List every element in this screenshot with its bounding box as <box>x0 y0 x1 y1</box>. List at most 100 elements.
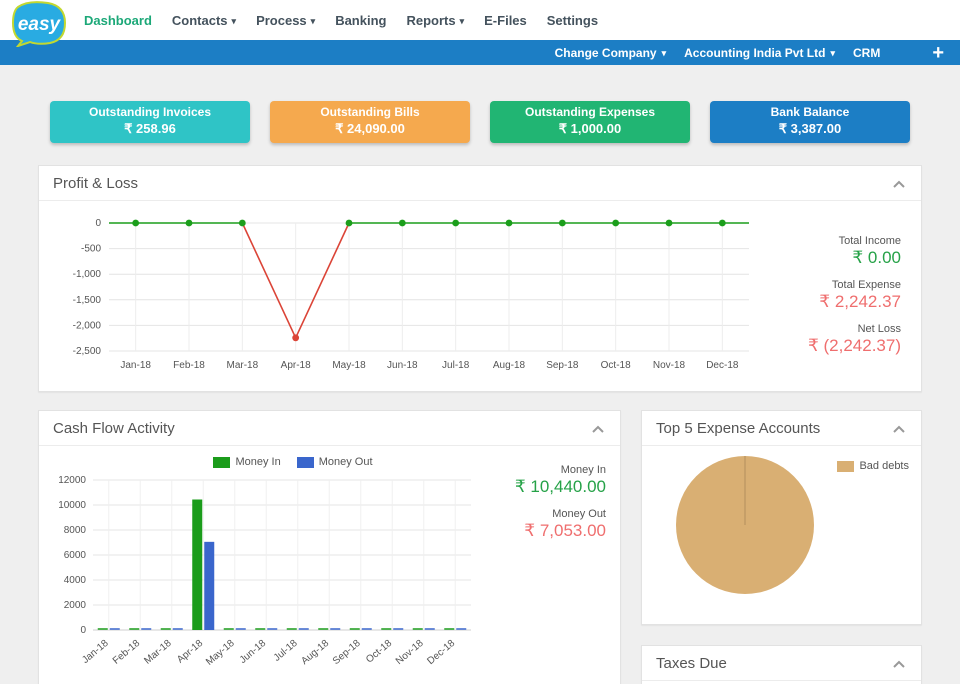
svg-text:Sep-18: Sep-18 <box>331 638 363 667</box>
svg-text:May-18: May-18 <box>332 360 366 371</box>
collapse-chevron-up-icon[interactable] <box>891 179 907 189</box>
company-name-label: Accounting India Pvt Ltd <box>684 45 826 60</box>
legend-swatch <box>837 460 855 472</box>
crm-link[interactable]: CRM <box>852 45 881 60</box>
svg-text:Mar-18: Mar-18 <box>226 360 258 371</box>
nav-item-label: E-Files <box>484 12 527 28</box>
summary-value: ₹ (2,242.37) <box>807 336 901 355</box>
svg-text:Jun-18: Jun-18 <box>387 360 418 371</box>
summary-value: ₹ 0.00 <box>852 248 901 267</box>
summary-net-loss: Net Loss ₹ (2,242.37) <box>763 323 901 356</box>
svg-text:Apr-18: Apr-18 <box>281 360 311 371</box>
svg-text:Mar-18: Mar-18 <box>142 638 174 667</box>
summary-label: Money In <box>560 464 606 476</box>
collapse-chevron-up-icon[interactable] <box>891 659 907 669</box>
svg-text:Feb-18: Feb-18 <box>111 638 143 667</box>
cash-flow-panel: Cash Flow Activity Money In Money Out 0 20… <box>38 410 621 684</box>
svg-text:Oct-18: Oct-18 <box>364 638 394 666</box>
summary-label: Net Loss <box>857 323 901 335</box>
legend-item-money-in: Money In <box>213 456 281 468</box>
svg-text:Feb-18: Feb-18 <box>173 360 205 371</box>
collapse-chevron-up-icon[interactable] <box>590 424 606 434</box>
summary-money-in: Money In ₹ 10,440.00 <box>488 464 606 497</box>
svg-text:-2,500: -2,500 <box>73 346 102 357</box>
caret-down-icon: ▾ <box>231 15 237 26</box>
caret-down-icon: ▾ <box>661 48 667 58</box>
legend-label: Bad debts <box>859 460 909 472</box>
stat-card-outstanding-expenses[interactable]: Outstanding Expenses ₹ 1,000.00 <box>490 101 690 143</box>
stat-card-value: ₹ 3,387.00 <box>778 121 842 136</box>
cash-flow-legend: Money In Money Out <box>98 456 488 468</box>
nav-item-label: Banking <box>335 12 387 28</box>
app-logo[interactable]: easy <box>10 1 68 49</box>
panel-title: Top 5 Expense Accounts <box>656 420 821 437</box>
stat-card-label: Outstanding Invoices <box>88 105 211 119</box>
nav-item-dashboard[interactable]: Dashboard <box>84 13 152 28</box>
stat-card-outstanding-bills[interactable]: Outstanding Bills ₹ 24,090.00 <box>270 101 470 143</box>
nav-item-reports[interactable]: Reports ▾ <box>406 13 464 28</box>
nav-item-label: Reports <box>406 12 456 28</box>
svg-text:Jul-18: Jul-18 <box>272 638 300 664</box>
svg-text:-2,000: -2,000 <box>73 320 102 331</box>
stat-card-label: Bank Balance <box>770 105 850 119</box>
svg-text:4000: 4000 <box>64 575 87 586</box>
nav-item-label: Dashboard <box>84 12 152 28</box>
main-nav: Dashboard Contacts ▾ Process ▾ Banking Reports… <box>84 0 960 40</box>
nav-item-contacts[interactable]: Contacts ▾ <box>172 13 236 28</box>
nav-item-process[interactable]: Process ▾ <box>256 13 315 28</box>
taxes-due-panel: Taxes Due TAXES GST: ₹ (2,700.00) <box>641 645 922 684</box>
stat-card-label: Outstanding Bills <box>320 105 420 119</box>
legend-item-money-out: Money Out <box>296 456 373 468</box>
stat-card-bank-balance[interactable]: Bank Balance ₹ 3,387.00 <box>710 101 910 143</box>
company-name-menu[interactable]: Accounting India Pvt Ltd ▾ <box>684 46 835 60</box>
svg-text:12000: 12000 <box>58 475 86 486</box>
change-company-menu[interactable]: Change Company ▾ <box>555 46 667 60</box>
nav-item-label: Settings <box>546 12 599 28</box>
svg-text:Oct-18: Oct-18 <box>601 360 631 371</box>
svg-text:Jul-18: Jul-18 <box>442 360 470 371</box>
change-company-label: Change Company <box>554 45 657 60</box>
legend-label: Money In <box>235 456 281 468</box>
summary-value: ₹ 2,242.37 <box>819 292 901 311</box>
expense-pie-chart <box>676 456 814 594</box>
panel-title: Cash Flow Activity <box>53 420 175 437</box>
caret-down-icon: ▾ <box>310 15 316 26</box>
svg-text:0: 0 <box>95 218 101 229</box>
svg-text:-1,500: -1,500 <box>73 295 102 306</box>
summary-money-out: Money Out ₹ 7,053.00 <box>488 508 606 541</box>
cash-flow-summary: Money In ₹ 10,440.00 Money Out ₹ 7,053.00 <box>488 452 612 684</box>
stat-card-outstanding-invoices[interactable]: Outstanding Invoices ₹ 258.96 <box>50 101 250 143</box>
svg-text:Nov-18: Nov-18 <box>653 360 686 371</box>
company-bar: Change Company ▾ Accounting India Pvt Lt… <box>0 40 960 65</box>
summary-label: Money Out <box>552 508 606 520</box>
summary-value: ₹ 10,440.00 <box>514 477 606 496</box>
summary-label: Total Income <box>838 235 901 247</box>
svg-text:May-18: May-18 <box>204 638 237 668</box>
svg-text:-1,000: -1,000 <box>73 269 102 280</box>
legend-swatch <box>296 456 314 468</box>
svg-text:-500: -500 <box>81 244 101 255</box>
nav-item-e-files[interactable]: E-Files <box>484 13 527 28</box>
add-button[interactable]: + <box>932 41 944 64</box>
profit-loss-summary: Total Income ₹ 0.00 Total Expense ₹ 2,242.3… <box>763 209 911 385</box>
summary-value: ₹ 7,053.00 <box>524 521 606 540</box>
collapse-chevron-up-icon[interactable] <box>891 424 907 434</box>
stat-card-label: Outstanding Expenses <box>524 105 656 119</box>
svg-text:Dec-18: Dec-18 <box>425 638 457 667</box>
nav-item-settings[interactable]: Settings <box>547 13 598 28</box>
caret-down-icon: ▾ <box>459 15 465 26</box>
caret-down-icon: ▾ <box>830 48 835 58</box>
svg-text:Dec-18: Dec-18 <box>706 360 739 371</box>
legend-item-bad-debts: Bad debts <box>837 460 909 472</box>
svg-text:Jan-18: Jan-18 <box>80 638 111 666</box>
svg-text:6000: 6000 <box>64 550 87 561</box>
legend-swatch <box>213 456 231 468</box>
svg-text:0: 0 <box>80 625 86 636</box>
summary-total-expense: Total Expense ₹ 2,242.37 <box>763 279 901 312</box>
nav-item-label: Process <box>256 12 307 28</box>
nav-item-label: Contacts <box>171 12 228 28</box>
legend-label: Money Out <box>318 456 373 468</box>
svg-text:Aug-18: Aug-18 <box>493 360 526 371</box>
stat-card-value: ₹ 1,000.00 <box>558 121 622 136</box>
nav-item-banking[interactable]: Banking <box>335 13 386 28</box>
